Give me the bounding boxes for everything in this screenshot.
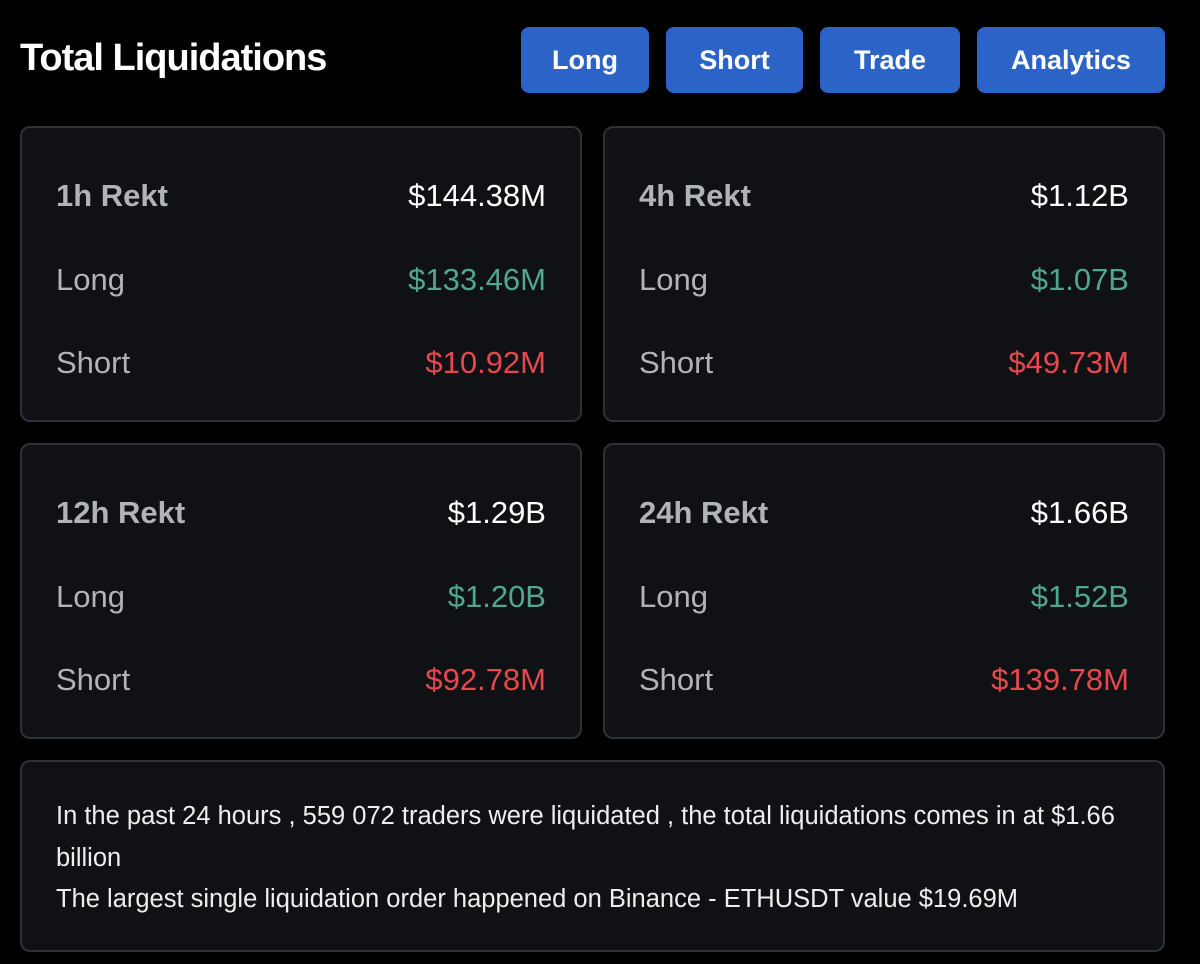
short-value: $92.78M	[425, 662, 546, 697]
short-value: $10.92M	[425, 345, 546, 380]
short-row: Short $92.78M	[56, 660, 546, 700]
long-row: Long $133.46M	[56, 260, 546, 300]
total-row: 1h Rekt $144.38M	[56, 176, 546, 216]
long-value: $1.20B	[447, 579, 546, 614]
stat-card-24h: 24h Rekt $1.66B Long $1.52B Short $139.7…	[603, 443, 1165, 739]
long-value: $1.07B	[1030, 262, 1129, 297]
total-value: $144.38M	[408, 178, 546, 213]
short-value: $139.78M	[991, 662, 1129, 697]
total-row: 12h Rekt $1.29B	[56, 493, 546, 533]
long-row: Long $1.07B	[639, 260, 1129, 300]
short-value: $49.73M	[1008, 345, 1129, 380]
short-row: Short $139.78M	[639, 660, 1129, 700]
summary-card: In the past 24 hours , 559 072 traders w…	[20, 760, 1165, 952]
short-label: Short	[56, 662, 131, 697]
period-label: 24h Rekt	[639, 495, 769, 530]
stat-card-1h: 1h Rekt $144.38M Long $133.46M Short $10…	[20, 126, 582, 422]
analytics-button[interactable]: Analytics	[977, 27, 1165, 93]
total-value: $1.66B	[1030, 495, 1129, 530]
trade-button[interactable]: Trade	[820, 27, 960, 93]
short-row: Short $10.92M	[56, 343, 546, 383]
total-value: $1.29B	[447, 495, 546, 530]
short-label: Short	[56, 345, 131, 380]
short-label: Short	[639, 345, 714, 380]
total-value: $1.12B	[1030, 178, 1129, 213]
long-label: Long	[639, 262, 708, 297]
summary-line-2: The largest single liquidation order hap…	[56, 885, 1019, 913]
long-row: Long $1.20B	[56, 577, 546, 617]
long-button[interactable]: Long	[521, 27, 649, 93]
total-row: 4h Rekt $1.12B	[639, 176, 1129, 216]
long-value: $133.46M	[408, 262, 546, 297]
total-row: 24h Rekt $1.66B	[639, 493, 1129, 533]
stat-card-4h: 4h Rekt $1.12B Long $1.07B Short $49.73M	[603, 126, 1165, 422]
page-title: Total Liquidations	[20, 37, 327, 79]
long-label: Long	[56, 579, 125, 614]
period-label: 1h Rekt	[56, 178, 168, 213]
summary-text: In the past 24 hours , 559 072 traders w…	[56, 796, 1123, 921]
long-row: Long $1.52B	[639, 577, 1129, 617]
period-label: 12h Rekt	[56, 495, 186, 530]
short-label: Short	[639, 662, 714, 697]
long-label: Long	[639, 579, 708, 614]
stat-card-12h: 12h Rekt $1.29B Long $1.20B Short $92.78…	[20, 443, 582, 739]
long-label: Long	[56, 262, 125, 297]
period-label: 4h Rekt	[639, 178, 751, 213]
short-button[interactable]: Short	[666, 27, 803, 93]
header: Total Liquidations Long Short Trade Anal…	[20, 27, 1165, 93]
short-row: Short $49.73M	[639, 343, 1129, 383]
summary-line-1: In the past 24 hours , 559 072 traders w…	[56, 802, 1115, 872]
long-value: $1.52B	[1030, 579, 1129, 614]
